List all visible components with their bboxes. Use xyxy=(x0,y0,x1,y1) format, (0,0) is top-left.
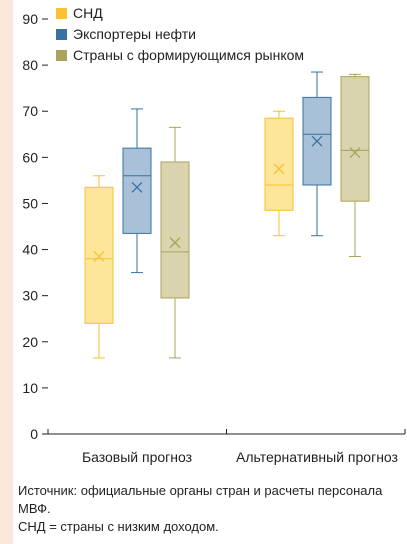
source-note: Источник: официальные органы стран и рас… xyxy=(18,483,383,516)
mean-marker-b xyxy=(131,181,143,193)
abbreviation-note: СНД = страны с низким доходом. xyxy=(18,519,219,534)
y-tick-label: 70 xyxy=(22,103,38,119)
mean-marker-b xyxy=(311,135,323,147)
y-tick-label: 50 xyxy=(22,195,38,211)
box-iqr xyxy=(122,147,152,234)
mean-marker-b xyxy=(169,237,181,249)
box-iqr xyxy=(340,76,370,202)
box-iqr xyxy=(160,161,190,299)
y-tick-label: 30 xyxy=(22,288,38,304)
box-plot-chart: 0 10 20 30 40 50 60 70 80 90 Базовый прогноз Альтер… xyxy=(22,5,406,465)
legend-label: Страны с формирующимся рынком xyxy=(73,47,304,63)
x-category-label: Альтернативный прогноз xyxy=(236,449,398,465)
mean-marker-b xyxy=(93,251,105,262)
legend-swatch xyxy=(56,29,67,40)
mean-marker-b xyxy=(273,163,285,175)
legend-label: Экспортеры нефти xyxy=(73,26,196,42)
y-tick-label: 20 xyxy=(22,334,38,350)
y-tick-label: 60 xyxy=(22,149,38,165)
x-category-label: Базовый прогноз xyxy=(82,449,192,465)
y-tick-label: 0 xyxy=(30,426,38,442)
footnote: Источник: официальные органы стран и рас… xyxy=(18,482,398,536)
mean-marker-b xyxy=(349,147,361,159)
left-accent-strip xyxy=(0,0,13,544)
box-iqr xyxy=(264,117,294,211)
y-tick-label: 80 xyxy=(22,57,38,73)
y-tick-label: 10 xyxy=(22,380,38,396)
y-tick-label: 40 xyxy=(22,242,38,258)
box-iqr xyxy=(84,186,114,324)
legend-label: СНД xyxy=(73,5,103,21)
y-tick-label: 90 xyxy=(22,11,38,27)
legend-swatch xyxy=(56,50,67,61)
legend-swatch xyxy=(56,8,67,19)
